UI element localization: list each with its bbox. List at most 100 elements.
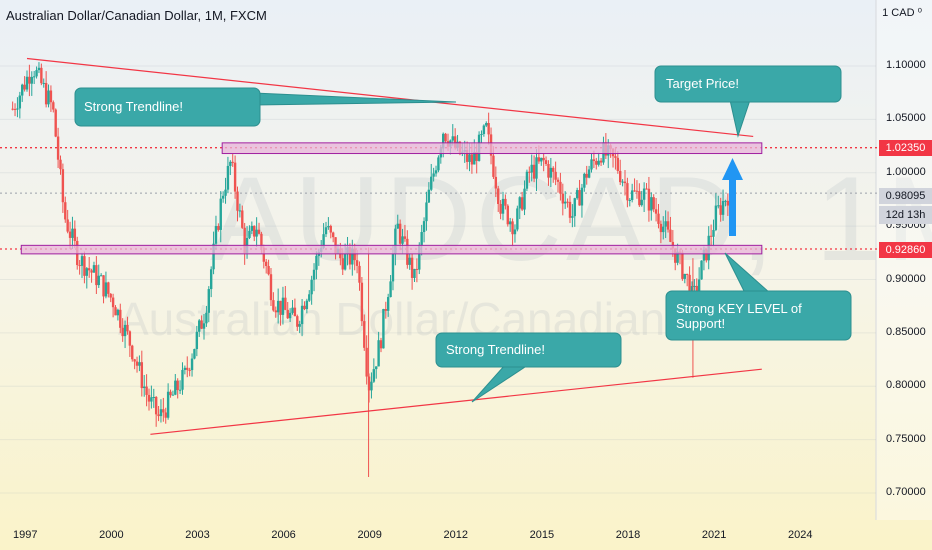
candle-body	[547, 164, 550, 178]
candle-body	[305, 300, 309, 310]
price-axis-label: 0.90000	[886, 272, 926, 285]
target-price-bubble	[654, 65, 842, 103]
candle-body	[599, 160, 603, 163]
candle-body	[372, 369, 376, 382]
candle-body	[485, 123, 488, 126]
candle-body	[712, 229, 715, 237]
candle-body	[654, 209, 658, 214]
candle-body	[363, 321, 366, 348]
price-axis-label: 0.75000	[886, 432, 926, 445]
candle-body	[494, 176, 498, 189]
candle-body	[587, 169, 591, 178]
candle-body	[236, 191, 239, 211]
candle-body	[413, 268, 416, 278]
bottom-trendline-callout[interactable]: Strong Trendline!	[446, 342, 546, 357]
candle-body	[154, 396, 158, 415]
candle-body	[183, 367, 187, 370]
candle-body	[657, 213, 660, 224]
candle-body	[248, 230, 251, 238]
candle-body	[518, 197, 521, 209]
candle-body	[700, 260, 703, 280]
candle-body	[264, 261, 268, 267]
candle-body	[420, 232, 423, 245]
candle-body	[272, 300, 275, 311]
candle-body	[583, 173, 586, 188]
candle-body	[32, 76, 36, 78]
time-axis-label: 2012	[443, 529, 469, 541]
time-axis-label: 2018	[615, 529, 641, 541]
candle-body	[13, 108, 17, 110]
candle-body	[394, 228, 397, 254]
lower-trendline	[150, 368, 762, 435]
candle-body	[662, 226, 665, 233]
candles	[11, 62, 730, 427]
candle-body	[92, 265, 96, 273]
candle-body	[652, 197, 655, 210]
candle-body	[563, 201, 567, 204]
candle-body	[375, 366, 378, 370]
time-axis-label: 2021	[701, 529, 727, 541]
candle-body	[434, 170, 438, 174]
candle-body	[721, 200, 725, 215]
support-bubble-tail	[724, 252, 772, 294]
candle-body	[64, 202, 67, 220]
candle-body	[626, 183, 629, 201]
candle-body	[40, 67, 43, 84]
candle-body	[681, 252, 684, 279]
candle-body	[331, 232, 335, 238]
candle-body	[389, 281, 392, 298]
candle-body	[233, 162, 237, 192]
resistance-price-tag: 1.02350	[879, 140, 932, 156]
target-arrow-head	[722, 158, 743, 180]
candle-body	[202, 323, 206, 329]
candle-body	[279, 300, 282, 315]
candle-body	[205, 312, 208, 324]
candle-body	[59, 159, 62, 170]
candle-body	[554, 171, 557, 180]
price-axis-label: 0.85000	[886, 325, 926, 338]
candle-body	[131, 345, 134, 360]
support-callout[interactable]: Strong KEY LEVEL of Support!	[676, 301, 802, 331]
candle-body	[312, 269, 316, 280]
candle-body	[568, 201, 572, 218]
candle-body	[492, 155, 495, 177]
candle-body	[171, 394, 175, 396]
candle-body	[473, 151, 476, 165]
top-trendline-bubble-tail	[229, 91, 457, 106]
candle-body	[640, 199, 643, 206]
time-axis-label: 2024	[788, 529, 813, 541]
candle-body	[47, 90, 50, 105]
candle-body	[37, 67, 41, 71]
candle-body	[300, 305, 304, 325]
candle-body	[253, 225, 256, 237]
candle-body	[614, 156, 617, 158]
candle-body	[85, 268, 88, 276]
candle-body	[537, 157, 541, 162]
price-axis-label: 1.00000	[886, 165, 926, 178]
candle-body	[95, 265, 98, 286]
candle-body	[284, 297, 287, 310]
candle-body	[717, 205, 720, 207]
candle-body	[341, 258, 344, 270]
price-axis-label: 1.05000	[886, 112, 926, 125]
candle-body	[530, 164, 533, 173]
candle-body	[90, 270, 93, 273]
candle-body	[87, 268, 91, 271]
candle-body	[468, 154, 471, 162]
candle-body	[403, 236, 407, 239]
target-price-callout[interactable]: Target Price!	[666, 76, 739, 91]
candle-body	[532, 164, 536, 179]
candle-body	[119, 309, 122, 328]
candle-body	[453, 136, 457, 148]
candle-body	[382, 309, 385, 349]
top-trendline-callout[interactable]: Strong Trendline!	[84, 99, 184, 114]
candle-body	[590, 159, 593, 170]
candle-body	[293, 307, 297, 317]
candle-body	[166, 391, 170, 418]
candle-body	[66, 219, 69, 232]
candle-body	[575, 190, 579, 199]
candle-body	[616, 157, 620, 171]
support-price-tag: 0.92860	[879, 242, 932, 258]
